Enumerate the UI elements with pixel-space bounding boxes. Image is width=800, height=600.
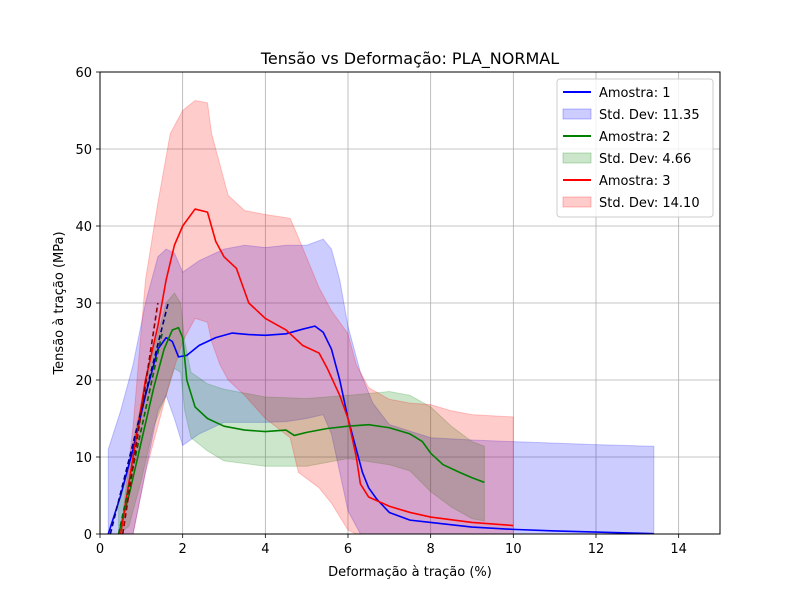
legend-swatch-band-3 xyxy=(562,152,592,164)
y-tick-label: 30 xyxy=(75,297,92,312)
chart-title: Tensão vs Deformação: PLA_NORMAL xyxy=(260,49,559,69)
series-line-2 xyxy=(117,326,485,535)
x-tick-label: 10 xyxy=(505,542,522,557)
std-dev-band-3 xyxy=(118,292,485,535)
legend-entry-0: Amostra: 1 xyxy=(599,86,670,101)
legend-entry-2: Amostra: 2 xyxy=(599,130,670,145)
y-tick-label: 20 xyxy=(75,374,92,389)
y-axis-label: Tensão à tração (MPa) xyxy=(52,231,67,375)
fit-line-2 xyxy=(121,302,159,535)
y-tick-label: 50 xyxy=(75,143,92,158)
y-tick-label: 40 xyxy=(75,220,92,235)
fit-line-1 xyxy=(117,333,163,535)
y-tick-label: 10 xyxy=(75,451,92,466)
std-dev-band-5 xyxy=(120,99,514,535)
legend-entry-1: Std. Dev: 11.35 xyxy=(599,108,700,123)
legend-box xyxy=(556,78,714,218)
x-tick-label: 4 xyxy=(261,542,269,557)
x-tick-label: 0 xyxy=(96,542,104,557)
y-tick-label: 0 xyxy=(84,528,92,543)
x-tick-label: 6 xyxy=(344,542,352,557)
x-tick-label: 2 xyxy=(179,542,187,557)
legend-entry-4: Amostra: 3 xyxy=(599,174,670,189)
series-line-0 xyxy=(107,325,654,535)
legend-entry-5: Std. Dev: 14.10 xyxy=(599,196,700,211)
x-tick-label: 8 xyxy=(427,542,435,557)
x-tick-label: 14 xyxy=(670,542,687,557)
y-tick-label: 60 xyxy=(75,66,92,81)
x-axis-label: Deformação à tração (%) xyxy=(328,565,492,580)
series-line-4 xyxy=(119,208,514,535)
legend: Amostra: 1 Std. Dev: 11.35 Amostra: 2 Std. … xyxy=(556,78,714,218)
x-tick-label: 12 xyxy=(588,542,605,557)
legend-entry-3: Std. Dev: 4.66 xyxy=(599,152,691,167)
legend-swatch-band-5 xyxy=(562,196,592,208)
legend-swatch-band-1 xyxy=(562,108,592,120)
